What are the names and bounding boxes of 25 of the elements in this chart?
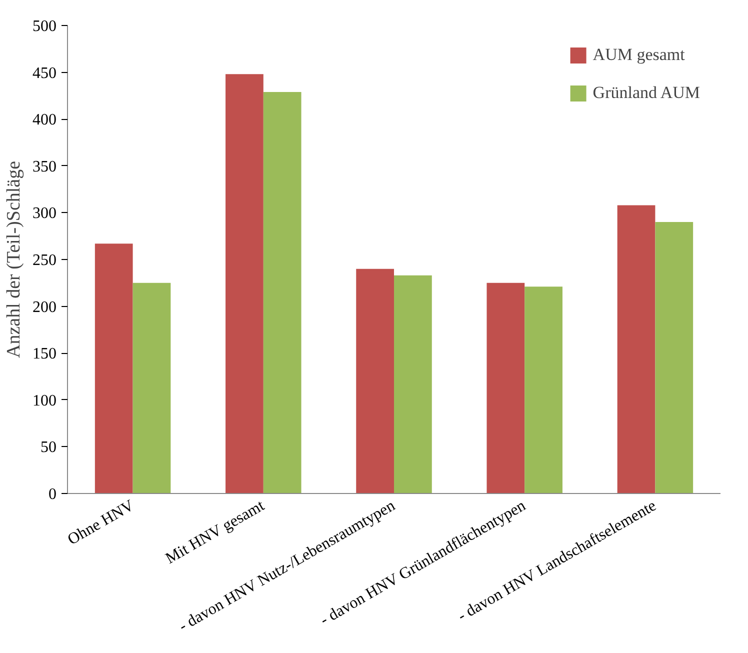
bar	[94, 244, 133, 494]
legend-label: Grünland AUM	[592, 83, 700, 103]
bar	[263, 92, 302, 494]
y-tick-label: 350	[32, 158, 56, 176]
bar	[655, 222, 694, 494]
y-tick-label: 100	[32, 392, 56, 410]
y-tick-label: 250	[32, 252, 56, 269]
y-tick-label: 200	[32, 298, 56, 316]
y-tick-label: 500	[32, 18, 56, 35]
y-axis-title: Anzahl der (Teil-)Schläge	[4, 160, 24, 358]
y-tick-label: 400	[32, 112, 56, 129]
x-tick-label: Ohne HNV	[65, 496, 138, 549]
y-tick-label: 150	[32, 346, 56, 363]
bar	[226, 74, 264, 494]
y-tick-label: 450	[32, 64, 56, 82]
y-tick-label: 0	[48, 486, 56, 503]
bar	[486, 282, 525, 494]
y-tick-label: 50	[40, 439, 56, 456]
bar	[617, 205, 656, 494]
bar	[394, 275, 432, 494]
legend-label: AUM gesamt	[592, 45, 685, 65]
bar	[524, 286, 562, 494]
bar	[356, 268, 394, 494]
bar	[132, 282, 171, 494]
y-tick-label: 300	[32, 205, 56, 222]
